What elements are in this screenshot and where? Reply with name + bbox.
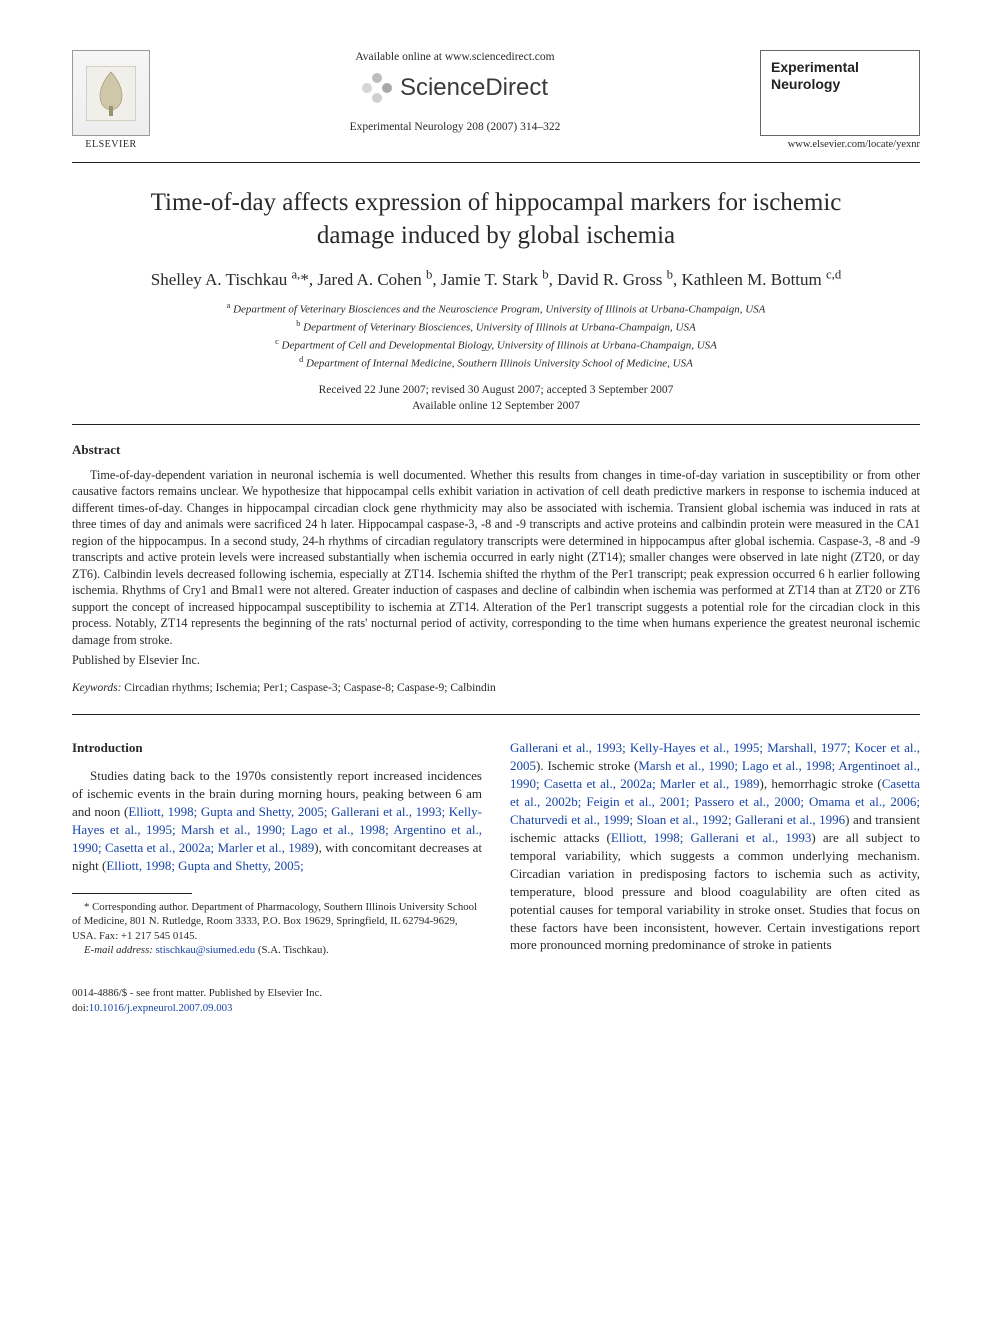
- abstract-heading: Abstract: [72, 441, 920, 459]
- elsevier-tree-logo: [72, 50, 150, 136]
- affiliation-b: b Department of Veterinary Biosciences, …: [72, 318, 920, 336]
- abstract-body: Time-of-day-dependent variation in neuro…: [72, 467, 920, 669]
- corr-author-email[interactable]: stischkau@siumed.edu: [156, 944, 256, 956]
- footnote-separator: [72, 893, 192, 894]
- tree-icon: [86, 66, 136, 121]
- email-suffix: (S.A. Tischkau).: [258, 944, 329, 956]
- issn-line: 0014-4886/$ - see front matter. Publishe…: [72, 986, 920, 1001]
- affiliation-c: c Department of Cell and Developmental B…: [72, 336, 920, 354]
- doi-line: doi:10.1016/j.expneurol.2007.09.003: [72, 1001, 920, 1016]
- intro-paragraph-right: Gallerani et al., 1993; Kelly-Hayes et a…: [510, 739, 920, 954]
- citation-link[interactable]: Elliott, 1998; Gupta and Shetty, 2005;: [106, 858, 303, 873]
- page-footer: 0014-4886/$ - see front matter. Publishe…: [72, 986, 920, 1016]
- page-header: ELSEVIER Available online at www.science…: [72, 50, 920, 152]
- affiliation-a: a Department of Veterinary Biosciences a…: [72, 300, 920, 318]
- author-names: Shelley A. Tischkau a,*, Jared A. Cohen …: [151, 270, 841, 289]
- journal-locate-url: www.elsevier.com/locate/yexnr: [760, 138, 920, 152]
- top-rule: [72, 162, 920, 163]
- header-center: Available online at www.sciencedirect.co…: [150, 50, 760, 135]
- abstract-text: Time-of-day-dependent variation in neuro…: [72, 467, 920, 648]
- received-revised-accepted: Received 22 June 2007; revised 30 August…: [72, 382, 920, 398]
- corr-author-text: * Corresponding author. Department of Ph…: [72, 900, 482, 944]
- article-dates: Received 22 June 2007; revised 30 August…: [72, 382, 920, 414]
- corresponding-author-footnote: * Corresponding author. Department of Ph…: [72, 900, 482, 958]
- keywords-label: Keywords:: [72, 682, 121, 694]
- intro-paragraph-left: Studies dating back to the 1970s consist…: [72, 767, 482, 875]
- publisher-line: Published by Elsevier Inc.: [72, 652, 920, 668]
- keywords: Keywords: Circadian rhythms; Ischemia; P…: [72, 681, 920, 697]
- publisher-block: ELSEVIER: [72, 50, 150, 152]
- keywords-list: Circadian rhythms; Ischemia; Per1; Caspa…: [124, 682, 495, 694]
- rule-above-abstract: [72, 424, 920, 425]
- doi-link[interactable]: 10.1016/j.expneurol.2007.09.003: [89, 1002, 233, 1014]
- email-row: E-mail address: stischkau@siumed.edu (S.…: [72, 943, 482, 958]
- citation-link[interactable]: Elliott, 1998; Gallerani et al., 1993: [611, 830, 812, 845]
- affiliation-d: d Department of Internal Medicine, South…: [72, 354, 920, 372]
- left-column: Introduction Studies dating back to the …: [72, 739, 482, 958]
- right-column: Gallerani et al., 1993; Kelly-Hayes et a…: [510, 739, 920, 958]
- sciencedirect-logo: ScienceDirect: [362, 72, 548, 104]
- available-online-line: Available online at www.sciencedirect.co…: [160, 50, 750, 66]
- email-label: E-mail address:: [84, 944, 153, 956]
- sciencedirect-mark-icon: [362, 73, 392, 103]
- affiliations: a Department of Veterinary Biosciences a…: [72, 300, 920, 373]
- journal-title: Experimental Neurology: [771, 59, 859, 92]
- citation-line: Experimental Neurology 208 (2007) 314–32…: [160, 120, 750, 136]
- section-heading-introduction: Introduction: [72, 739, 482, 757]
- journal-cover-box: Experimental Neurology: [760, 50, 920, 136]
- body-columns: Introduction Studies dating back to the …: [72, 739, 920, 958]
- sciencedirect-wordmark: ScienceDirect: [400, 72, 548, 104]
- article-title: Time-of-day affects expression of hippoc…: [112, 187, 880, 252]
- journal-block: Experimental Neurology www.elsevier.com/…: [760, 50, 920, 152]
- doi-label: doi:: [72, 1002, 89, 1014]
- publisher-name: ELSEVIER: [72, 138, 150, 152]
- available-online-date: Available online 12 September 2007: [72, 398, 920, 414]
- author-list: Shelley A. Tischkau a,*, Jared A. Cohen …: [72, 266, 920, 291]
- rule-below-keywords: [72, 714, 920, 715]
